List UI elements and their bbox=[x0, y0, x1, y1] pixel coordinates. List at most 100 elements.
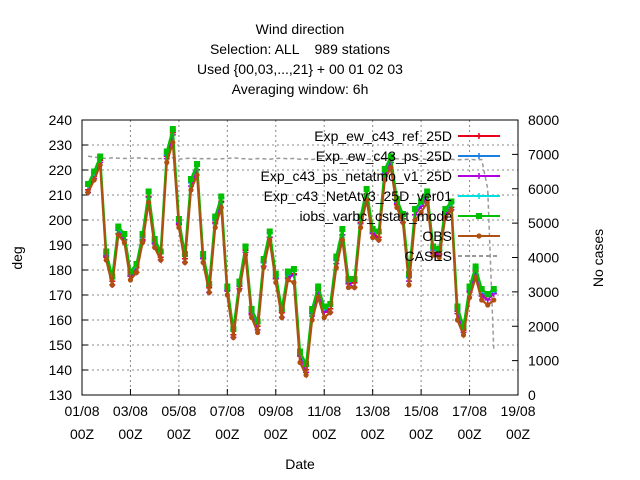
legend-label: Exp_ew_c43_ps_25D bbox=[316, 148, 452, 164]
y-tick-label: 230 bbox=[49, 137, 73, 153]
legend-label: Exp_ew_c43_ref_25D bbox=[314, 128, 452, 144]
y2-tick-label: 5000 bbox=[528, 215, 559, 231]
data-point-square bbox=[133, 261, 140, 267]
data-point-circle bbox=[188, 187, 194, 193]
axis-ticks: 130 140 150 160 170 180 190 200 210 220 230 240 0 100… bbox=[49, 112, 560, 442]
data-point-square bbox=[418, 198, 425, 205]
x-tick-label: 19/08 bbox=[500, 403, 535, 419]
data-point-circle bbox=[158, 257, 164, 263]
data-point-circle bbox=[97, 162, 103, 168]
data-point-circle bbox=[418, 209, 424, 216]
data-point-circle bbox=[206, 289, 212, 296]
data-point-square bbox=[284, 268, 291, 275]
x-tick-label: 01/08 bbox=[64, 403, 99, 419]
data-point-square bbox=[290, 266, 297, 272]
data-point-circle bbox=[424, 199, 430, 206]
legend-label: CASES bbox=[405, 248, 452, 264]
x-tick-label: 09/08 bbox=[258, 403, 293, 419]
data-point-square bbox=[188, 176, 194, 182]
y2-tick-label: 7000 bbox=[528, 146, 559, 162]
data-point-circle bbox=[279, 314, 285, 321]
data-point-square bbox=[363, 186, 370, 192]
data-point-square bbox=[242, 243, 249, 250]
data-point-square bbox=[194, 161, 201, 167]
data-point-circle bbox=[212, 224, 218, 231]
data-point-circle bbox=[303, 372, 309, 378]
data-point-square bbox=[169, 126, 176, 132]
data-point-circle bbox=[139, 239, 146, 246]
data-point-square bbox=[121, 231, 128, 237]
title-line-2: Selection: ALL 989 stations bbox=[210, 41, 390, 57]
data-point-square bbox=[309, 306, 316, 312]
x-tick-label: 00Z bbox=[264, 426, 289, 442]
legend-label: Exp_c43_NetAtv3_25D_ver01 bbox=[264, 188, 453, 204]
y-tick-label: 170 bbox=[49, 287, 73, 303]
y2-axis-label: No cases bbox=[590, 229, 606, 287]
x-tick-label: 13/08 bbox=[355, 403, 390, 419]
data-point-square bbox=[484, 291, 491, 297]
y-tick-label: 190 bbox=[49, 237, 73, 253]
data-point-square bbox=[412, 206, 419, 212]
data-point-square bbox=[315, 283, 322, 290]
data-point-circle bbox=[315, 294, 321, 301]
plot-grid bbox=[82, 120, 518, 395]
data-point-circle bbox=[224, 292, 230, 298]
data-point-circle bbox=[364, 197, 370, 203]
data-point-circle bbox=[394, 204, 400, 211]
x-tick-label: 00Z bbox=[167, 426, 192, 442]
data-point-circle bbox=[376, 237, 382, 243]
data-point-circle bbox=[454, 317, 461, 323]
y-axis-label: deg bbox=[9, 246, 25, 269]
data-point-square bbox=[381, 166, 388, 172]
data-point-square bbox=[476, 213, 482, 219]
y-tick-label: 220 bbox=[49, 162, 73, 178]
data-point-square bbox=[472, 263, 479, 270]
y-tick-label: 180 bbox=[49, 262, 73, 278]
data-point-square bbox=[436, 246, 443, 252]
data-point-circle bbox=[339, 237, 345, 243]
data-point-circle bbox=[412, 217, 418, 223]
data-point-square bbox=[490, 286, 497, 292]
data-point-square bbox=[85, 181, 92, 187]
data-point-square bbox=[91, 168, 98, 175]
data-point-square bbox=[151, 236, 158, 242]
data-point-circle bbox=[91, 177, 97, 183]
data-point-square bbox=[145, 188, 152, 195]
data-point-square bbox=[266, 228, 273, 235]
data-point-circle bbox=[357, 224, 364, 231]
data-point-square bbox=[345, 276, 352, 282]
x-tick-label: 00Z bbox=[312, 426, 337, 442]
data-series bbox=[85, 126, 497, 379]
chart-title: Wind direction Selection: ALL 989 statio… bbox=[197, 21, 403, 97]
data-point-square bbox=[236, 278, 243, 285]
data-point-circle bbox=[333, 264, 339, 271]
y2-tick-label: 4000 bbox=[528, 250, 559, 266]
data-point-circle bbox=[460, 332, 467, 338]
data-point-square bbox=[321, 303, 328, 310]
data-point-circle bbox=[115, 232, 121, 238]
data-point-square bbox=[357, 213, 364, 220]
x-tick-label: 00Z bbox=[118, 426, 143, 442]
data-point-square bbox=[327, 301, 334, 307]
data-point-square bbox=[97, 153, 104, 160]
y2-tick-label: 8000 bbox=[528, 112, 559, 128]
data-point-circle bbox=[473, 274, 479, 281]
data-point-square bbox=[460, 323, 467, 330]
data-point-plus bbox=[476, 173, 482, 179]
data-point-square bbox=[272, 271, 279, 277]
legend-label: iobs_varbc_cstart_mode bbox=[299, 208, 452, 224]
y2-tick-label: 1000 bbox=[528, 353, 559, 369]
x-tick-label: 00Z bbox=[70, 426, 95, 442]
data-point-plus bbox=[476, 133, 482, 139]
legend-label: Exp_c43_ps_netatmo_v1_25D bbox=[261, 168, 452, 184]
data-point-circle bbox=[152, 244, 158, 251]
data-point-circle bbox=[436, 254, 442, 261]
data-point-square bbox=[393, 196, 400, 202]
data-point-circle bbox=[485, 302, 491, 308]
data-point-circle bbox=[236, 287, 243, 293]
data-point-circle bbox=[291, 279, 297, 286]
data-point-square bbox=[278, 306, 285, 312]
y-tick-label: 130 bbox=[49, 387, 73, 403]
data-point-circle bbox=[351, 284, 358, 291]
y2-tick-label: 6000 bbox=[528, 181, 559, 197]
